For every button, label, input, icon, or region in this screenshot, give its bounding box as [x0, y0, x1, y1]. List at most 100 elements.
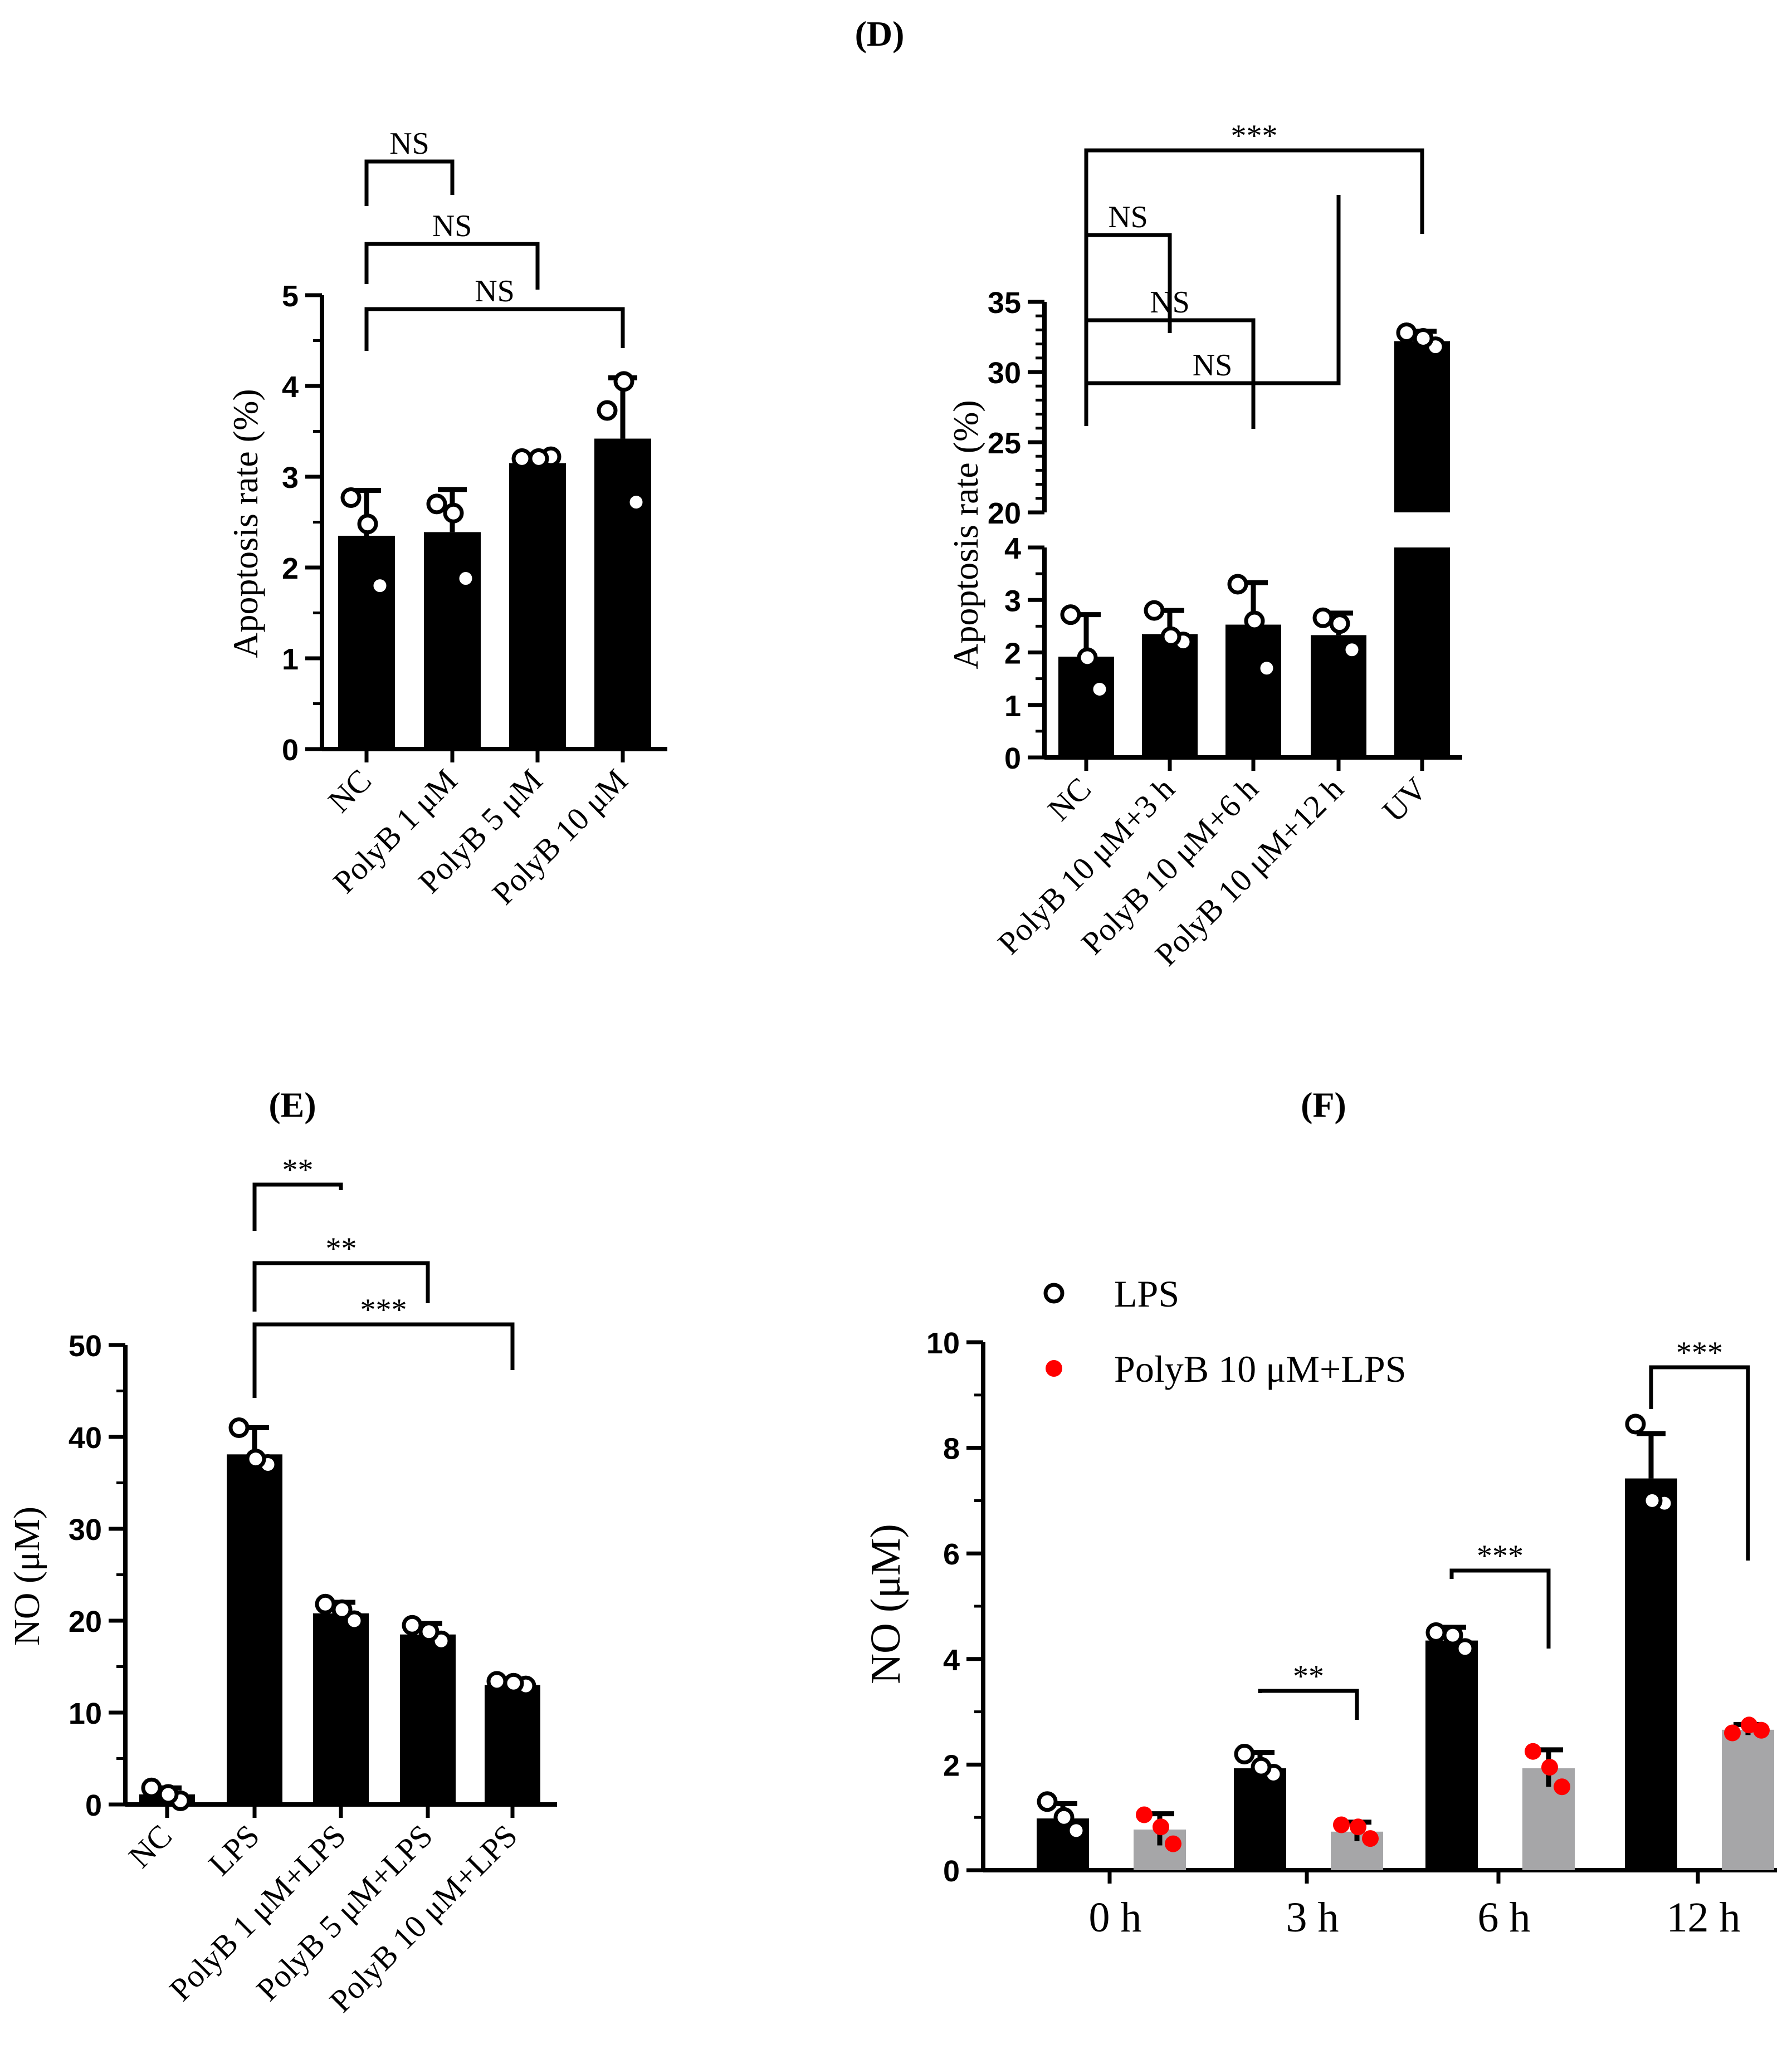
data-point — [426, 493, 447, 515]
comparison-bracket — [252, 1261, 430, 1312]
data-point-lps — [1625, 1414, 1646, 1435]
comparison-bracket — [1258, 1689, 1359, 1720]
comparison-label: *** — [1231, 119, 1278, 153]
bar — [424, 532, 481, 749]
data-point — [1341, 639, 1363, 661]
comparison-label: NS — [389, 126, 429, 161]
comparison-bracket — [364, 242, 540, 290]
y-tick-label: 2 — [1004, 637, 1021, 671]
legend-label-lps: LPS — [1114, 1273, 1179, 1315]
data-point — [315, 1593, 336, 1615]
y-tick-label: 4 — [1004, 532, 1021, 565]
data-point — [626, 492, 647, 513]
category-label: LPS — [202, 1817, 267, 1882]
category-label: 12 h — [1667, 1894, 1741, 1941]
data-point-polyb-lps — [1554, 1778, 1570, 1796]
comparison-label: *** — [1477, 1539, 1524, 1573]
y-tick-label: 0 — [943, 1855, 960, 1888]
y-tick-label: 4 — [282, 370, 299, 404]
y-tick-label: 0 — [282, 733, 299, 767]
comparison-bracket — [1084, 195, 1341, 385]
comparison-bracket — [252, 1182, 343, 1231]
comparison-label: ** — [282, 1153, 314, 1187]
legend-marker-lps — [1043, 1283, 1065, 1304]
y-tick-label: 5 — [282, 280, 299, 313]
y-axis-label: Apoptosis rate (%) — [226, 389, 265, 658]
data-point — [344, 1610, 365, 1631]
data-point-polyb-lps — [1136, 1806, 1153, 1823]
y-tick-label: 2 — [943, 1749, 960, 1782]
bar — [1225, 624, 1281, 757]
data-point — [369, 575, 390, 596]
comparison-label: NS — [475, 274, 515, 309]
data-point — [1077, 647, 1098, 668]
data-point-polyb-lps — [1165, 1835, 1181, 1852]
comparison-label: NS — [1193, 348, 1233, 383]
data-point — [613, 371, 634, 392]
comparison-label: ** — [1293, 1659, 1324, 1694]
legend-label-polyb-lps: PolyB 10 μM+LPS — [1114, 1348, 1407, 1390]
data-point — [1329, 613, 1350, 634]
data-point-lps — [1053, 1807, 1075, 1828]
data-point-lps — [1442, 1625, 1463, 1646]
legend-marker-polyb-lps — [1046, 1360, 1062, 1377]
data-point — [1160, 626, 1181, 647]
data-point — [486, 1671, 507, 1692]
y-tick-label: 6 — [943, 1538, 960, 1571]
panel-title-e: (E) — [268, 1085, 316, 1124]
comparison-bracket — [1649, 1365, 1750, 1561]
category-label: 0 h — [1089, 1894, 1142, 1941]
comparison-bracket — [1084, 148, 1424, 277]
data-point — [158, 1784, 179, 1805]
y-tick-label: 10 — [69, 1697, 102, 1730]
data-point — [331, 1599, 353, 1620]
data-point — [245, 1449, 266, 1470]
comparison-label: *** — [360, 1293, 407, 1327]
y-tick-label: 20 — [69, 1605, 102, 1639]
bar-lps — [1234, 1768, 1286, 1870]
category-label: 6 h — [1478, 1894, 1531, 1941]
data-point-lps — [1251, 1757, 1272, 1778]
data-point-lps — [1425, 1622, 1447, 1643]
category-label: NC — [321, 762, 378, 819]
data-point-lps — [1066, 1820, 1087, 1841]
y-tick-label: 4 — [943, 1644, 960, 1677]
data-point — [455, 568, 476, 589]
y-tick-label: 1 — [282, 643, 299, 676]
y-tick-label: 0 — [1004, 742, 1021, 775]
data-point — [1413, 328, 1434, 349]
data-point — [503, 1672, 524, 1694]
y-axis-label: NO (μM) — [7, 1507, 47, 1646]
data-point — [511, 448, 533, 469]
data-point — [340, 487, 362, 508]
comparison-label: *** — [1676, 1336, 1723, 1370]
data-point-polyb-lps — [1333, 1816, 1350, 1833]
comparison-bracket — [252, 1322, 515, 1398]
data-point — [141, 1777, 162, 1798]
bar — [313, 1613, 369, 1804]
data-point-lps — [1234, 1743, 1255, 1764]
bar — [485, 1685, 540, 1804]
category-label: NC — [1041, 770, 1098, 828]
y-tick-label: 0 — [85, 1789, 102, 1822]
bar-lower-segment — [1394, 547, 1450, 757]
y-tick-label: 10 — [926, 1327, 960, 1360]
bar — [509, 463, 566, 749]
panel-title-f: (F) — [1301, 1085, 1346, 1124]
bar-lps — [1425, 1640, 1478, 1870]
data-point — [418, 1621, 440, 1642]
bar — [338, 535, 395, 749]
comparison-label: ** — [326, 1231, 357, 1266]
comparison-label: NS — [1108, 200, 1148, 234]
comparison-label: NS — [1150, 285, 1190, 320]
comparison-bracket — [1449, 1568, 1551, 1649]
data-point — [1312, 607, 1334, 628]
data-point-polyb-lps — [1525, 1743, 1541, 1760]
bar — [1142, 634, 1198, 757]
data-point — [228, 1417, 250, 1438]
comparison-label: NS — [432, 209, 472, 243]
y-tick-label: 3 — [1004, 584, 1021, 618]
